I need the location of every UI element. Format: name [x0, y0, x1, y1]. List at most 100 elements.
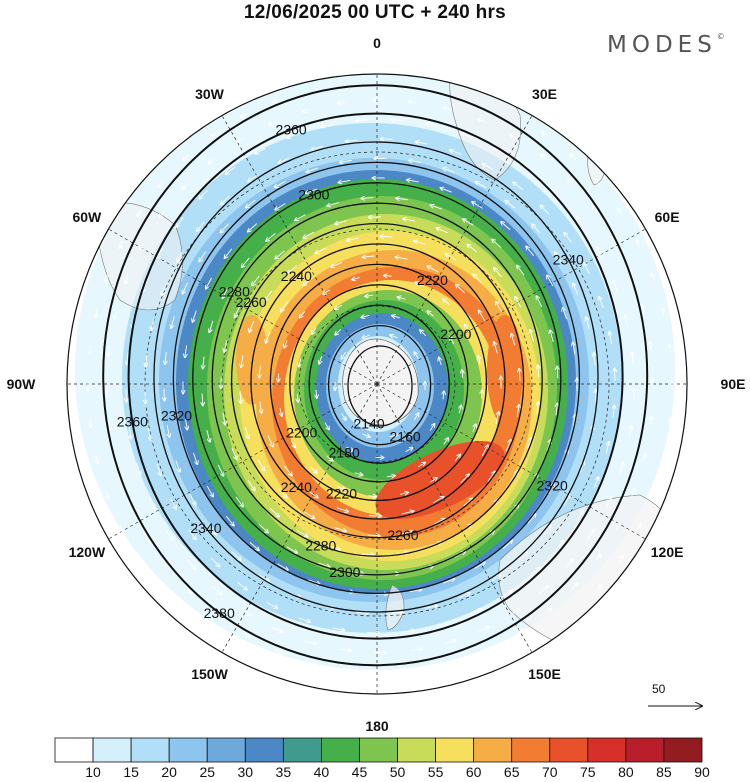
wind-vector: [409, 102, 417, 103]
colorbar-tick-label: 50: [389, 764, 406, 780]
height-contour: [102, 84, 649, 667]
contour-label: 2340: [190, 520, 221, 536]
wind-vector: [593, 477, 599, 489]
wind-vector: [495, 412, 499, 424]
wind-vector: [564, 233, 572, 243]
wind-vector: [494, 148, 505, 154]
wind-vector: [477, 627, 489, 633]
wind-vector: [323, 289, 331, 294]
wind-vector: [492, 239, 502, 248]
colorbar-tick-label: 25: [199, 764, 216, 780]
wind-vector: [140, 241, 145, 249]
colorbar-tick-label: 65: [503, 764, 520, 780]
colorbar-swatch: [473, 737, 513, 763]
wind-vector: [278, 373, 279, 382]
wind-vector: [248, 223, 258, 232]
wind-vector: [538, 586, 548, 595]
wind-vector: [290, 440, 295, 448]
height-contour: [250, 243, 506, 520]
wind-vector: [177, 251, 184, 261]
wind-vector: [244, 426, 249, 438]
brand-text: MODES: [607, 32, 717, 58]
contour-label: 2320: [537, 478, 568, 494]
wind-vector: [199, 189, 208, 199]
wind-vector: [409, 160, 422, 162]
wind-vector: [338, 649, 351, 651]
wind-vector: [165, 529, 173, 540]
wind-vector: [518, 552, 528, 561]
meridian-line: [108, 383, 378, 540]
wind-vector: [206, 277, 212, 289]
wind-vector: [148, 497, 154, 509]
wind-vector: [587, 530, 594, 541]
contour-label: 2320: [161, 407, 192, 423]
height-contour: [153, 141, 599, 613]
colorbar-swatch: [663, 737, 703, 763]
wind-vector: [400, 492, 408, 494]
wind-vector: [235, 496, 243, 507]
wind-vector: [145, 391, 146, 403]
wind-vector: [473, 424, 476, 432]
wind-vector: [418, 463, 425, 468]
wind-vector: [192, 310, 197, 322]
wind-vector: [555, 252, 562, 263]
wind-vector: [443, 438, 449, 445]
wind-vector: [162, 283, 167, 295]
wind-vector: [652, 490, 655, 498]
height-contour: [192, 182, 562, 576]
wind-vector: [269, 507, 279, 516]
wind-vector: [509, 609, 520, 616]
contour-label: 2280: [305, 538, 336, 554]
wind-vector: [502, 540, 512, 549]
wind-vector: [454, 552, 465, 558]
wind-vector: [208, 524, 216, 534]
reference-vector-label: 50: [652, 682, 666, 696]
wind-vector: [183, 282, 188, 294]
wind-vector: [287, 133, 299, 138]
wind-vector: [183, 611, 190, 617]
colorbar-swatch: [244, 737, 284, 763]
colorbar-tick-label: 10: [85, 764, 101, 780]
wind-vector: [429, 424, 434, 431]
wind-vector: [613, 280, 618, 292]
wind-vector: [252, 275, 260, 286]
wind-vector: [240, 113, 248, 118]
wind-vector: [458, 593, 470, 599]
wind-vector: [127, 352, 128, 364]
wind-vector: [356, 120, 369, 121]
colorbar-swatch: [397, 737, 436, 763]
wind-vector: [467, 245, 478, 253]
wind-vectors: [88, 99, 672, 672]
wind-vector: [433, 497, 443, 504]
wind-vector: [380, 236, 393, 237]
wind-vector: [537, 402, 538, 414]
contour-label: 2360: [117, 414, 148, 430]
wind-vector: [151, 318, 155, 330]
colorbar-swatch: [511, 737, 551, 763]
wind-vector: [212, 586, 221, 594]
wind-vector: [159, 210, 165, 218]
wind-vector: [365, 295, 374, 296]
wind-vector: [175, 460, 180, 472]
wind-vector: [613, 405, 614, 418]
wind-vector: [225, 515, 234, 525]
wind-vector: [249, 320, 255, 332]
wind-vector: [321, 123, 333, 127]
wind-vector: [586, 317, 590, 330]
wind-vector: [208, 158, 215, 163]
contour-labels: 2140 2160 2180 2200 2200 2220 2220 2240 2240 2260…: [117, 121, 584, 620]
wind-vector: [479, 310, 486, 321]
longitude-label: 30W: [195, 85, 224, 102]
wind-vector: [242, 257, 250, 267]
colorbar-swatch: [359, 737, 398, 763]
wind-vector: [450, 150, 462, 155]
wind-vector: [217, 464, 223, 476]
wind-vector: [281, 301, 289, 312]
wind-vector: [517, 405, 519, 417]
wind-vector: [185, 345, 187, 357]
wind-vector: [109, 422, 110, 430]
wind-vector: [96, 455, 98, 464]
wind-vector: [274, 649, 282, 653]
wind-vector: [284, 340, 287, 347]
colorbar-tick-label: 80: [618, 764, 634, 780]
